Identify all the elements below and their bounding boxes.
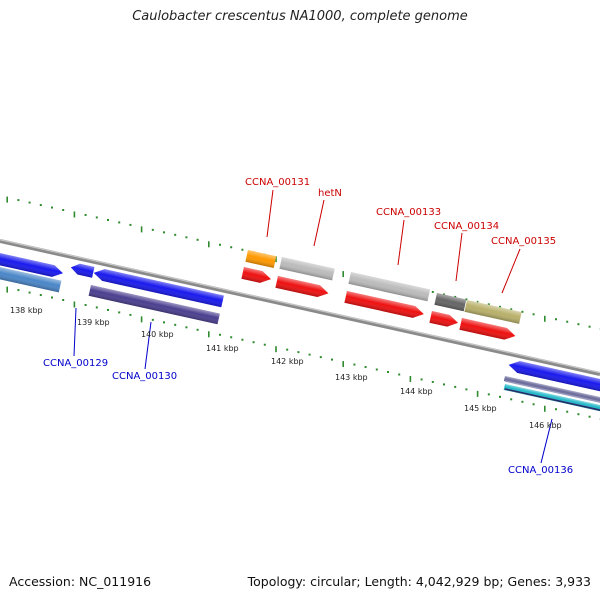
gene-label-ccna-00131: CCNA_00131	[245, 177, 310, 188]
leader-line	[313, 199, 325, 247]
scale-label: 138 kbp	[10, 306, 43, 315]
gene-labels: CCNA_00129 CCNA_00130 CCNA_00131 hetN CCNA_0…	[43, 177, 573, 476]
leader-line	[73, 307, 77, 357]
gene-g2	[0, 266, 62, 293]
scale-label: 139 kbp	[77, 318, 110, 327]
leader-line	[455, 232, 463, 282]
scale-label: 143 kbp	[335, 373, 368, 382]
gene-g4	[93, 269, 224, 308]
genes	[0, 250, 600, 412]
leader-line	[501, 248, 521, 294]
leader-line	[266, 189, 274, 238]
accession-text: Accession: NC_011916	[9, 574, 152, 589]
scale-labels: 138 kbp 139 kbp 140 kbp 141 kbp 142 kbp 143 k…	[10, 306, 562, 430]
scale-label: 142 kbp	[271, 357, 304, 366]
scale-label: 140 kbp	[141, 330, 174, 339]
gene-g7	[241, 267, 272, 283]
genome-backbone	[0, 239, 600, 376]
scale-label: 145 kbp	[464, 404, 497, 413]
gene-label-ccna-00134: CCNA_00134	[434, 221, 499, 232]
topology-text: Topology: circular; Length: 4,042,929 bp…	[247, 574, 591, 589]
gene-g15	[459, 318, 516, 340]
gene-label-ccna-00129: CCNA_00129	[43, 358, 108, 369]
gene-label-hetn: hetN	[318, 188, 342, 199]
gene-ccna-00133	[348, 272, 431, 302]
gene-label-ccna-00136: CCNA_00136	[508, 465, 573, 476]
scale-label: 144 kbp	[400, 387, 433, 396]
gene-stripes	[504, 380, 600, 411]
leader-line	[540, 418, 553, 464]
map-title: Caulobacter crescentus NA1000, complete …	[132, 9, 468, 24]
gene-g9	[275, 276, 329, 298]
gene-ccna-00135	[464, 300, 522, 324]
label-leaders	[73, 189, 553, 464]
gene-ccna-00131	[245, 250, 277, 268]
gene-ccna-00129	[70, 263, 95, 278]
gene-label-ccna-00135: CCNA_00135	[491, 236, 556, 247]
scale-label: 141 kbp	[206, 344, 239, 353]
inner-scale-ticks	[6, 286, 600, 421]
gene-hetn	[279, 257, 335, 281]
gene-g16	[508, 361, 600, 392]
gene-label-ccna-00130: CCNA_00130	[112, 371, 177, 382]
scale-label: 146 kbp	[529, 421, 562, 430]
gene-g1	[0, 252, 64, 277]
gene-label-ccna-00133: CCNA_00133	[376, 207, 441, 218]
gene-g13	[429, 311, 459, 327]
gene-g11	[344, 291, 424, 318]
gene-ccna-00136	[503, 376, 600, 403]
gene-ccna-00134	[434, 293, 467, 312]
leader-line	[397, 219, 405, 266]
leader-line	[144, 321, 152, 370]
gene-ccna-00130	[88, 285, 220, 325]
